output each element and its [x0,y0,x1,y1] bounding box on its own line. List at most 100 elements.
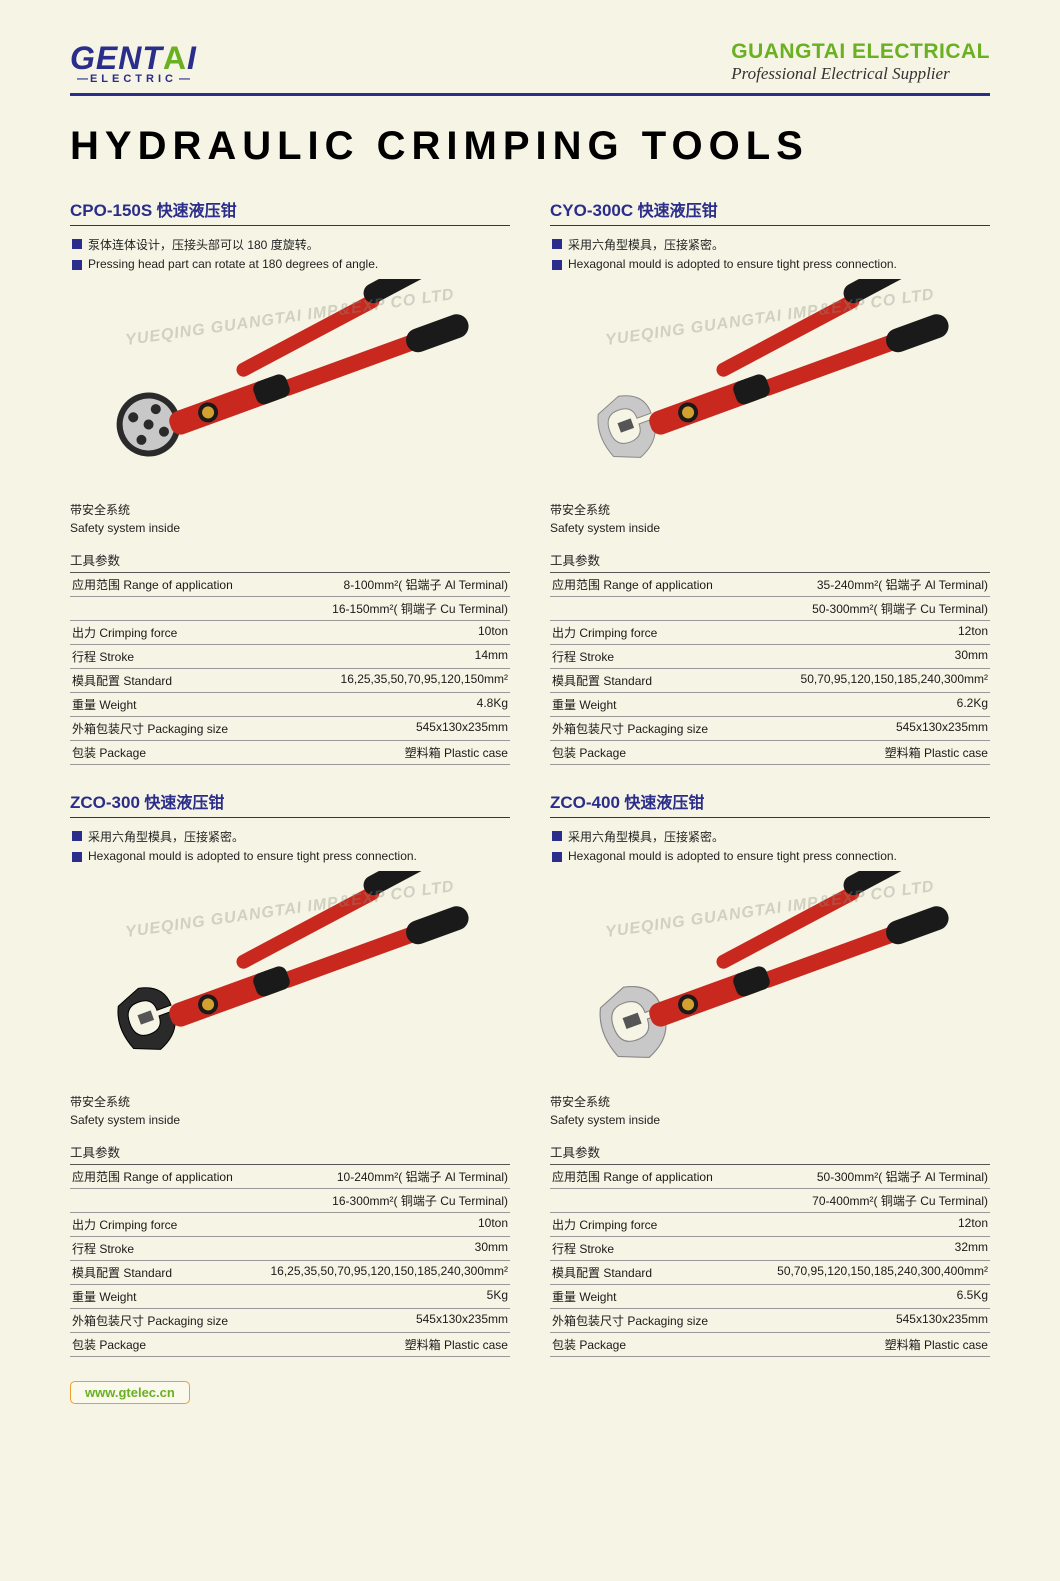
product-title: ZCO-300 快速液压钳 [70,789,510,818]
spec-label: 重量 Weight [70,1285,268,1309]
spec-value: 10ton [268,1213,510,1237]
feature-bullet: 泵体连体设计，压接头部可以 180 度旋转。 [70,234,510,255]
spec-value: 50-300mm²( 铜端子 Cu Terminal) [761,597,990,621]
spec-label: 外箱包装尺寸 Packaging size [550,717,761,741]
spec-value: 12ton [761,1213,990,1237]
spec-value: 50-300mm²( 铝端子 Al Terminal) [761,1165,990,1189]
spec-value: 50,70,95,120,150,185,240,300,400mm² [761,1261,990,1285]
spec-label: 行程 Stroke [550,1237,761,1261]
feature-list: 采用六角型模具，压接紧密。Hexagonal mould is adopted … [550,826,990,865]
product-image: YUEQING GUANGTAI IMP&EXP CO LTD [550,279,990,499]
feature-list: 采用六角型模具，压接紧密。Hexagonal mould is adopted … [550,234,990,273]
spec-value: 14mm [281,645,510,669]
spec-label: 重量 Weight [550,1285,761,1309]
spec-value: 70-400mm²( 铜端子 Cu Terminal) [761,1189,990,1213]
feature-list: 泵体连体设计，压接头部可以 180 度旋转。Pressing head part… [70,234,510,273]
safety-note: 带安全系统Safety system inside [550,501,990,537]
spec-table: 工具参数 应用范围 Range of application 50-300mm²… [550,1139,990,1357]
spec-value: 12ton [761,621,990,645]
product-model: ZCO-400 [550,793,620,812]
spec-value: 16-150mm²( 铜端子 Cu Terminal) [281,597,510,621]
spec-value: 塑料箱 Plastic case [281,741,510,765]
company-name: GUANGTAI ELECTRICAL [731,40,990,64]
spec-label: 出力 Crimping force [70,621,281,645]
spec-label: 出力 Crimping force [70,1213,268,1237]
product-model: CPO-150S [70,201,152,220]
url-badge[interactable]: www.gtelec.cn [70,1381,190,1404]
spec-value: 35-240mm²( 铝端子 Al Terminal) [761,573,990,597]
spec-label: 出力 Crimping force [550,621,761,645]
feature-bullet: Hexagonal mould is adopted to ensure tig… [550,255,990,273]
spec-label: 模具配置 Standard [70,1261,268,1285]
spec-value: 塑料箱 Plastic case [761,1333,990,1357]
spec-label: 重量 Weight [70,693,281,717]
product-block: CPO-150S 快速液压钳 泵体连体设计，压接头部可以 180 度旋转。Pre… [70,197,510,765]
spec-value: 16,25,35,50,70,95,120,150mm² [281,669,510,693]
spec-label: 模具配置 Standard [70,669,281,693]
spec-value: 30mm [761,645,990,669]
product-name-cn: 快速液压钳 [157,203,237,220]
spec-label: 行程 Stroke [550,645,761,669]
product-model: CYO-300C [550,201,633,220]
spec-value: 32mm [761,1237,990,1261]
spec-label: 应用范围 Range of application [70,1165,268,1189]
header-right: GUANGTAI ELECTRICAL Professional Electri… [731,40,990,84]
spec-label: 应用范围 Range of application [550,1165,761,1189]
spec-label: 应用范围 Range of application [550,573,761,597]
spec-label: 包装 Package [550,741,761,765]
product-model: ZCO-300 [70,793,140,812]
spec-value: 16-300mm²( 铜端子 Cu Terminal) [268,1189,510,1213]
product-block: CYO-300C 快速液压钳 采用六角型模具，压接紧密。Hexagonal mo… [550,197,990,765]
spec-value: 545x130x235mm [761,717,990,741]
page-header: GENTAI ELECTRIC GUANGTAI ELECTRICAL Prof… [70,40,990,96]
spec-label [70,1189,268,1213]
spec-label: 外箱包装尺寸 Packaging size [70,1309,268,1333]
feature-bullet: Hexagonal mould is adopted to ensure tig… [70,847,510,865]
product-block: ZCO-300 快速液压钳 采用六角型模具，压接紧密。Hexagonal mou… [70,789,510,1357]
spec-table: 工具参数 应用范围 Range of application 8-100mm²(… [70,547,510,765]
spec-label: 行程 Stroke [70,645,281,669]
spec-label: 包装 Package [70,1333,268,1357]
spec-label: 模具配置 Standard [550,669,761,693]
spec-table: 工具参数 应用范围 Range of application 10-240mm²… [70,1139,510,1357]
feature-bullet: 采用六角型模具，压接紧密。 [550,826,990,847]
spec-label: 重量 Weight [550,693,761,717]
feature-bullet: 采用六角型模具，压接紧密。 [550,234,990,255]
spec-value: 4.8Kg [281,693,510,717]
feature-bullet: 采用六角型模具，压接紧密。 [70,826,510,847]
product-grid: CPO-150S 快速液压钳 泵体连体设计，压接头部可以 180 度旋转。Pre… [70,197,990,1357]
product-image: YUEQING GUANGTAI IMP&EXP CO LTD [70,279,510,499]
logo-sub: ELECTRIC [70,73,197,85]
spec-value: 塑料箱 Plastic case [761,741,990,765]
spec-value: 6.2Kg [761,693,990,717]
spec-value: 545x130x235mm [281,717,510,741]
spec-value: 50,70,95,120,150,185,240,300mm² [761,669,990,693]
company-tagline: Professional Electrical Supplier [731,64,990,84]
product-name-cn: 快速液压钳 [144,795,224,812]
safety-note: 带安全系统Safety system inside [70,1093,510,1129]
spec-header: 工具参数 [70,547,510,573]
spec-label [550,597,761,621]
spec-value: 10ton [281,621,510,645]
feature-bullet: Hexagonal mould is adopted to ensure tig… [550,847,990,865]
logo-main: GENTAI [70,40,197,77]
spec-value: 10-240mm²( 铝端子 Al Terminal) [268,1165,510,1189]
spec-value: 545x130x235mm [761,1309,990,1333]
spec-value: 545x130x235mm [268,1309,510,1333]
safety-note: 带安全系统Safety system inside [550,1093,990,1129]
spec-label: 模具配置 Standard [550,1261,761,1285]
page-title: HYDRAULIC CRIMPING TOOLS [70,124,990,169]
product-image: YUEQING GUANGTAI IMP&EXP CO LTD [550,871,990,1091]
spec-header: 工具参数 [550,1139,990,1165]
spec-label: 包装 Package [70,741,281,765]
spec-value: 30mm [268,1237,510,1261]
spec-value: 6.5Kg [761,1285,990,1309]
product-name-cn: 快速液压钳 [638,203,718,220]
spec-value: 8-100mm²( 铝端子 Al Terminal) [281,573,510,597]
feature-list: 采用六角型模具，压接紧密。Hexagonal mould is adopted … [70,826,510,865]
safety-note: 带安全系统Safety system inside [70,501,510,537]
product-block: ZCO-400 快速液压钳 采用六角型模具，压接紧密。Hexagonal mou… [550,789,990,1357]
feature-bullet: Pressing head part can rotate at 180 deg… [70,255,510,273]
product-title: ZCO-400 快速液压钳 [550,789,990,818]
spec-table: 工具参数 应用范围 Range of application 35-240mm²… [550,547,990,765]
